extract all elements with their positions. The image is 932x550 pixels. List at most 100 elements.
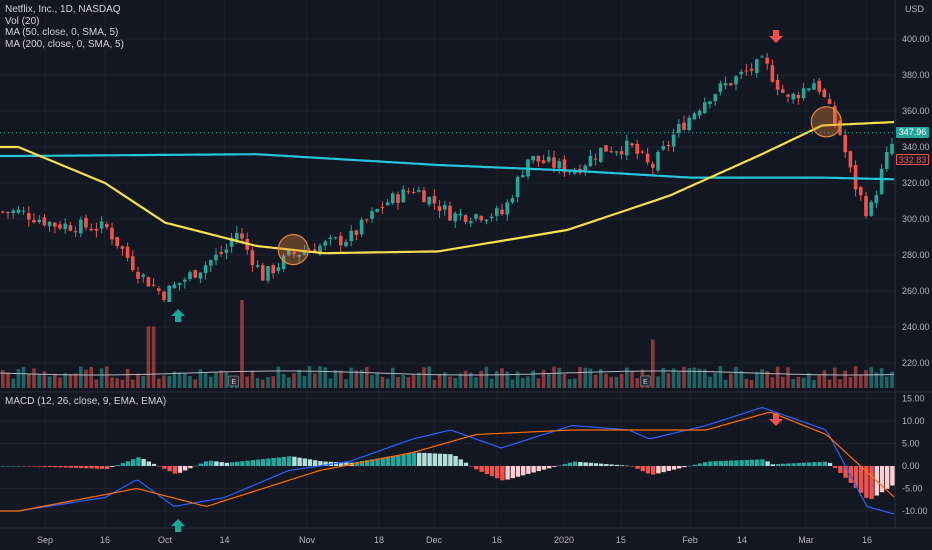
- time-axis-label: 16: [492, 535, 502, 545]
- macd-histogram-bar: [614, 464, 619, 466]
- candle-body: [21, 210, 26, 212]
- candle-body: [370, 211, 374, 220]
- volume-bar: [63, 373, 67, 388]
- candle-body: [463, 215, 468, 222]
- macd-histogram-bar: [396, 455, 401, 466]
- candle-body: [510, 198, 515, 203]
- volume-bar: [131, 379, 135, 388]
- volume-bar: [84, 369, 88, 388]
- price-axis: 400.00 380.00 360.00 340.00 320.00 300.00 280.…: [902, 34, 930, 516]
- candle-body: [53, 222, 57, 227]
- macd-histogram-bar: [708, 461, 713, 466]
- highlight-circle: [277, 234, 309, 266]
- volume-bar: [120, 379, 125, 388]
- volume-bar: [536, 378, 541, 388]
- volume-bar: [547, 373, 551, 388]
- macd-histogram-bar: [677, 466, 682, 469]
- macd-histogram-bar: [879, 466, 885, 493]
- candle-body: [744, 70, 749, 72]
- volume-bar: [318, 366, 322, 388]
- candle-body: [422, 190, 426, 203]
- volume-bar: [443, 372, 447, 388]
- candle-body: [203, 265, 208, 274]
- volume-bar: [541, 369, 546, 388]
- volume-bar: [177, 372, 182, 388]
- macd-histogram-bar: [198, 463, 203, 466]
- candle-body: [890, 143, 894, 154]
- volume-bar: [864, 369, 868, 388]
- candle-body: [609, 151, 613, 153]
- candle-body: [791, 93, 795, 100]
- volume-bar: [297, 369, 301, 388]
- candle-body: [209, 260, 213, 266]
- volume-bar: [6, 372, 10, 388]
- macd-histogram-bar: [547, 466, 552, 469]
- volume-bar: [484, 366, 489, 388]
- candle-body: [406, 191, 411, 193]
- candle-body: [853, 165, 858, 190]
- macd-histogram-bar: [411, 452, 417, 466]
- candle-body: [723, 83, 728, 86]
- candle-body: [125, 246, 130, 258]
- volume-bar: [391, 367, 395, 388]
- macd-histogram-bar: [687, 465, 692, 467]
- macd-histogram-bar: [479, 466, 484, 472]
- macd-histogram-bar: [136, 457, 141, 466]
- macd-histogram-bar: [796, 462, 801, 466]
- macd-histogram-bar: [42, 466, 47, 467]
- macd-histogram-bar: [323, 461, 328, 466]
- macd-histogram-bar: [697, 463, 703, 466]
- volume-bar: [261, 379, 265, 388]
- macd-histogram-bar: [1, 466, 6, 467]
- volume-bar: [749, 379, 754, 388]
- volume-bar: [219, 370, 223, 388]
- macd-histogram-bar: [105, 466, 110, 469]
- macd-histogram-bar: [422, 452, 427, 466]
- volume-bar: [94, 379, 99, 388]
- volume-bar: [619, 374, 624, 388]
- candle-body: [6, 211, 10, 213]
- candle-body: [359, 219, 364, 235]
- macd-histogram: [1, 452, 895, 499]
- macd-histogram-bar: [141, 459, 146, 466]
- macd-histogram-bar: [84, 466, 89, 469]
- candle-body: [131, 256, 135, 270]
- candle-body: [869, 202, 873, 216]
- macd-histogram-bar: [822, 461, 827, 466]
- volume-bar: [760, 369, 764, 388]
- macd-histogram-bar: [578, 461, 583, 466]
- candle-body: [599, 147, 603, 162]
- candle-body: [734, 76, 738, 85]
- macd-histogram-bar: [791, 463, 796, 466]
- macd-histogram-bar: [609, 464, 614, 466]
- macd-histogram-bar: [864, 466, 869, 498]
- volume-bar: [32, 368, 36, 388]
- candle-body: [177, 283, 182, 286]
- macd-histogram-bar: [365, 460, 370, 466]
- time-axis-label: 18: [374, 535, 384, 545]
- macd-histogram-bar: [11, 466, 16, 467]
- volume-bar: [578, 367, 582, 388]
- macd-histogram-bar: [630, 466, 635, 467]
- candle-body: [328, 237, 333, 239]
- volume-bar: [276, 366, 281, 388]
- volume-bar: [817, 375, 821, 388]
- candle-body: [718, 83, 723, 92]
- price-axis-label: 400.00: [902, 34, 930, 44]
- volume-bar: [567, 379, 572, 388]
- candle-body: [27, 213, 31, 220]
- volume-bar: [489, 378, 494, 388]
- macd-histogram-bar: [848, 466, 853, 483]
- volume-bar: [838, 379, 842, 388]
- volume-bar: [869, 367, 873, 388]
- macd-histogram-bar: [359, 461, 365, 466]
- candle-body: [271, 265, 275, 274]
- macd-axis-label: 5.00: [902, 439, 920, 449]
- time-axis-label: Oct: [158, 535, 173, 545]
- macd-histogram-bar: [271, 457, 276, 466]
- macd-histogram-bar: [505, 466, 510, 480]
- macd-histogram-bar: [562, 464, 567, 466]
- volume-bar: [110, 377, 114, 388]
- macd-histogram-bar: [718, 460, 723, 466]
